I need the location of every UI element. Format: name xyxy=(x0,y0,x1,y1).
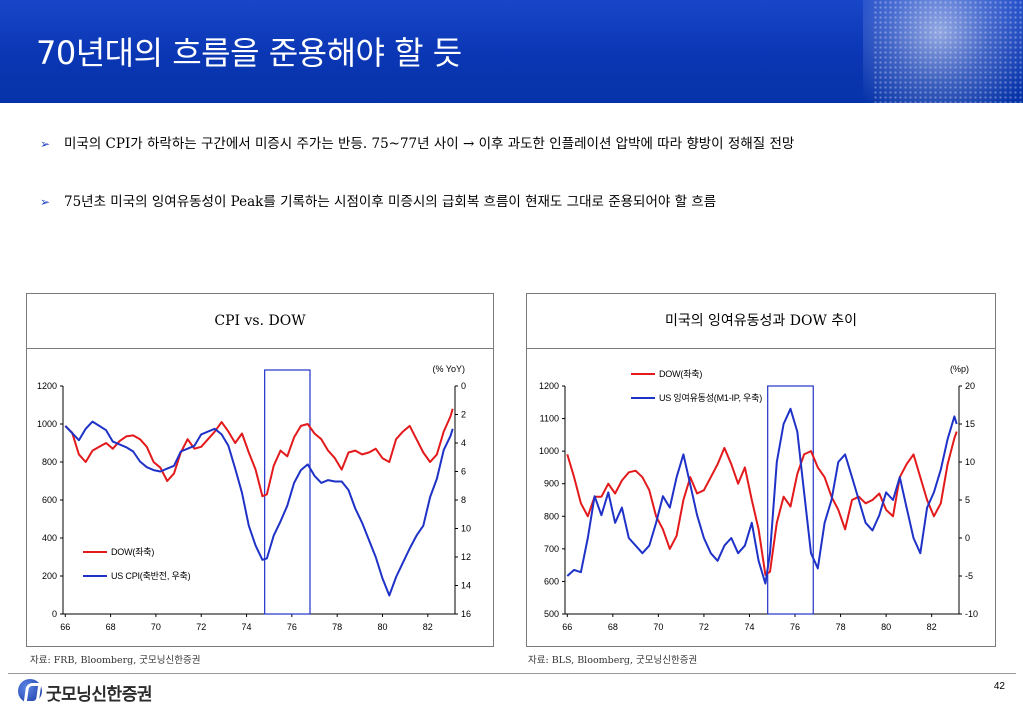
bullet-item: ➢ 75년초 미국의 잉여유동성이 Peak를 기록하는 시점이후 미증시의 급… xyxy=(40,190,1000,216)
left-axis-tick-label: 600 xyxy=(544,576,559,586)
x-axis-tick-label: 68 xyxy=(106,622,116,632)
logo-text: 굿모닝신한증권 xyxy=(46,685,152,705)
bullet-text: 미국의 CPI가 하락하는 구간에서 미증시 주가는 반등. 75~77년 사이… xyxy=(64,136,795,152)
footer-divider xyxy=(8,673,1016,674)
right-axis-tick-label: 15 xyxy=(965,419,975,429)
legend-label: DOW(좌축) xyxy=(659,369,702,379)
left-axis-tick-label: 200 xyxy=(42,571,57,581)
chart-title: 미국의 잉여유동성과 DOW 추이 xyxy=(527,294,995,349)
x-axis-tick-label: 82 xyxy=(927,622,937,632)
x-axis-tick-label: 76 xyxy=(790,622,800,632)
logo-icon xyxy=(18,679,42,703)
left-axis-tick-label: 400 xyxy=(42,533,57,543)
chart-panel-cpi-vs-dow: CPI vs. DOW 0 200 400 600 800 1000 1200 0 2 4 6 8 10… xyxy=(26,293,494,647)
right-axis-tick-label: 8 xyxy=(461,495,466,505)
x-axis-tick-label: 70 xyxy=(653,622,663,632)
x-axis-tick-label: 76 xyxy=(287,622,297,632)
left-axis-tick-label: 1100 xyxy=(540,414,559,424)
right-axis-unit-label: (%p) xyxy=(950,364,969,374)
source-note: 자료: FRB, Bloomberg, 굿모닝신한증권 xyxy=(30,655,201,666)
left-axis-tick-label: 1000 xyxy=(37,419,57,429)
x-axis-tick-label: 80 xyxy=(881,622,891,632)
series-line-blue xyxy=(64,420,454,597)
page-title: 70년대의 흐름을 준용해야 할 듯 xyxy=(36,34,462,72)
x-axis-tick-label: 78 xyxy=(332,622,342,632)
left-axis-tick-label: 500 xyxy=(544,609,559,619)
globe-graphic xyxy=(863,0,1023,103)
x-axis-tick-label: 82 xyxy=(423,622,433,632)
x-axis-tick-label: 80 xyxy=(377,622,387,632)
left-axis-tick-label: 800 xyxy=(544,511,559,521)
series-line-blue xyxy=(566,407,958,585)
left-axis-tick-label: 1000 xyxy=(539,446,559,456)
page-number: 42 xyxy=(993,681,1005,692)
right-axis-tick-label: 10 xyxy=(965,457,975,467)
left-axis-tick-label: 700 xyxy=(544,544,559,554)
legend-label: DOW(좌축) xyxy=(111,547,154,557)
highlight-period-box xyxy=(264,369,311,615)
x-axis-tick-label: 74 xyxy=(744,622,754,632)
series-line-dow xyxy=(566,431,958,576)
chart-title: CPI vs. DOW xyxy=(27,294,493,349)
right-axis-tick-label: 12 xyxy=(461,552,471,562)
highlight-period-box xyxy=(767,385,814,615)
source-note: 자료: BLS, Bloomberg, 굿모닝신한증권 xyxy=(528,655,698,666)
right-axis-tick-label: 6 xyxy=(461,467,466,477)
left-axis-tick-label: 600 xyxy=(42,495,57,505)
left-axis-tick-label: 800 xyxy=(42,457,57,467)
x-axis-tick-label: 66 xyxy=(60,622,70,632)
right-axis-tick-label: 0 xyxy=(965,533,970,543)
x-axis-tick-label: 72 xyxy=(196,622,206,632)
bullet-text: 75년초 미국의 잉여유동성이 Peak를 기록하는 시점이후 미증시의 급회복… xyxy=(64,194,717,210)
bullet-item: ➢ 미국의 CPI가 하락하는 구간에서 미증시 주가는 반등. 75~77년 … xyxy=(40,132,1000,182)
x-axis-tick-label: 66 xyxy=(562,622,572,632)
right-axis-tick-label: 0 xyxy=(461,381,466,391)
right-axis-tick-label: 5 xyxy=(965,495,970,505)
arrow-bullet-icon: ➢ xyxy=(40,195,51,209)
series-line-dow xyxy=(64,408,454,498)
right-axis-tick-label: -10 xyxy=(965,609,978,619)
left-axis-tick-label: 900 xyxy=(544,479,559,489)
x-axis-tick-label: 78 xyxy=(836,622,846,632)
legend-label: US CPI(축반전, 우축) xyxy=(111,571,191,581)
dotted-map-graphic xyxy=(873,0,1023,103)
right-axis-tick-label: 14 xyxy=(461,581,471,591)
x-axis-tick-label: 72 xyxy=(699,622,709,632)
right-axis-unit-label: (% YoY) xyxy=(432,364,465,374)
header-banner: 70년대의 흐름을 준용해야 할 듯 xyxy=(0,0,1023,103)
x-axis-tick-label: 70 xyxy=(151,622,161,632)
left-axis-tick-label: 0 xyxy=(52,609,57,619)
right-axis-tick-label: 4 xyxy=(461,438,466,448)
right-axis-tick-label: 10 xyxy=(461,524,471,534)
arrow-bullet-icon: ➢ xyxy=(40,137,51,151)
right-axis-tick-label: 16 xyxy=(461,609,471,619)
chart-excess-liquidity-vs-dow: 500 600 700 800 900 1000 1100 1200 -10 -5 0 5 10 15 20… xyxy=(539,364,978,632)
right-axis-tick-label: -5 xyxy=(965,571,973,581)
legend-label: US 잉여유동성(M1-IP, 우축) xyxy=(659,392,762,403)
x-axis-tick-label: 68 xyxy=(608,622,618,632)
chart-panel-excess-liquidity: 미국의 잉여유동성과 DOW 추이 500 600 700 800 900 1000 110… xyxy=(526,293,996,647)
company-logo: 굿모닝신한증권 xyxy=(18,679,208,705)
left-axis-tick-label: 1200 xyxy=(37,381,57,391)
left-axis-tick-label: 1200 xyxy=(539,381,559,391)
right-axis-tick-label: 2 xyxy=(461,410,466,420)
right-axis-tick-label: 20 xyxy=(965,381,975,391)
x-axis-tick-label: 74 xyxy=(242,622,252,632)
